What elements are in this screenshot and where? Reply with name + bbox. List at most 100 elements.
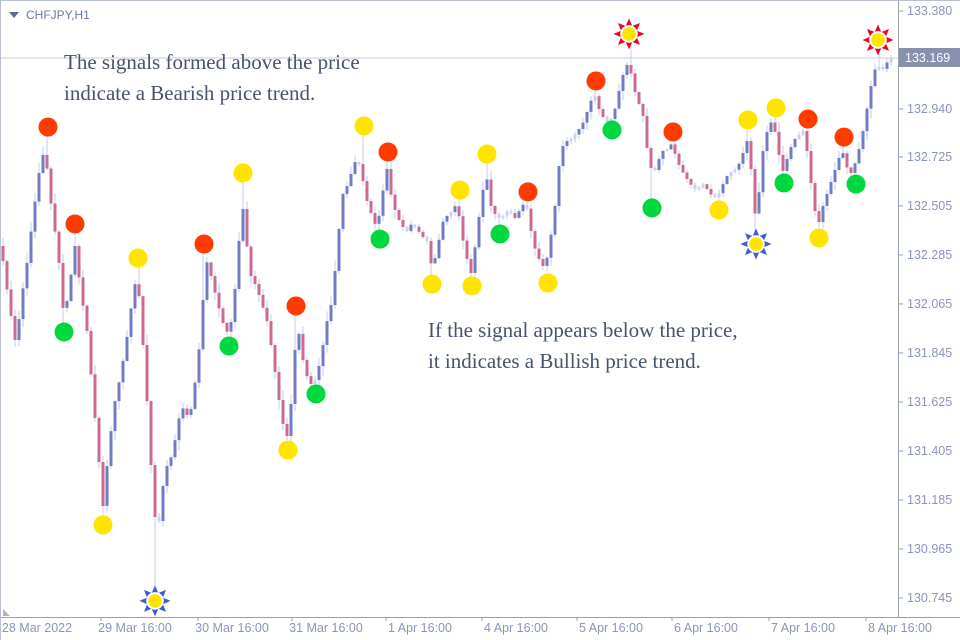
candle <box>661 150 665 159</box>
candle <box>157 517 161 522</box>
candle <box>253 276 257 284</box>
candle <box>389 168 393 195</box>
candle <box>773 122 777 132</box>
time-axis[interactable] <box>1 617 960 640</box>
candle <box>709 188 713 195</box>
candle <box>69 274 73 302</box>
candle <box>477 216 481 248</box>
candle <box>357 161 361 165</box>
candle <box>329 305 333 322</box>
candle <box>225 322 229 332</box>
signal-dot-green <box>490 224 510 244</box>
time-tick-label: 30 Mar 16:00 <box>195 621 269 635</box>
price-axis[interactable] <box>898 1 960 617</box>
candle <box>53 203 57 232</box>
candle <box>613 108 617 120</box>
candle <box>353 161 357 174</box>
candle <box>669 144 673 150</box>
candle <box>401 219 405 227</box>
signal-dot-red <box>834 127 854 147</box>
candle <box>437 239 441 259</box>
signal-dot-green <box>774 173 794 193</box>
candle <box>265 307 269 322</box>
candle <box>149 401 153 466</box>
bullish-annotation: If the signal appears below the price, i… <box>428 315 738 377</box>
candle <box>369 201 373 213</box>
candle <box>557 166 561 206</box>
candle <box>233 289 237 323</box>
candle <box>229 322 233 332</box>
candle <box>505 211 509 216</box>
candle <box>365 181 369 202</box>
candle <box>645 115 649 149</box>
candle <box>513 213 517 218</box>
signal-dot-yellow <box>233 163 253 183</box>
candle <box>525 204 529 209</box>
candle <box>29 231 33 263</box>
candle <box>425 236 429 241</box>
bullish-annotation-line1: If the signal appears below the price, <box>428 318 738 342</box>
candle <box>801 131 805 135</box>
candle <box>201 299 205 350</box>
candle <box>649 148 653 169</box>
candle <box>133 284 137 309</box>
price-tick-label: 130.965 <box>907 542 952 556</box>
candle <box>341 193 345 229</box>
signal-dot-yellow <box>278 440 298 460</box>
candle <box>121 360 125 383</box>
signal-dot-yellow <box>477 144 497 164</box>
price-tick-label: 131.185 <box>907 493 952 507</box>
candle <box>317 366 321 381</box>
scroll-corner-icon[interactable] <box>3 609 10 616</box>
candle <box>721 184 725 194</box>
candle <box>385 168 389 191</box>
candle <box>413 224 417 227</box>
candle <box>677 153 681 165</box>
candle <box>813 183 817 212</box>
candle <box>877 66 881 70</box>
candle <box>337 228 341 271</box>
candle <box>817 211 821 222</box>
candle <box>449 212 453 216</box>
symbol-period-label[interactable]: CHFJPY,H1 <box>9 8 90 22</box>
candle <box>117 382 121 402</box>
candle <box>605 117 609 122</box>
signal-dot-red <box>378 142 398 162</box>
candle <box>797 134 801 140</box>
candle <box>193 382 197 409</box>
candle <box>561 146 565 167</box>
candle <box>105 466 109 506</box>
candle <box>21 288 25 320</box>
price-tick-label: 132.940 <box>907 102 952 116</box>
signal-dot-yellow <box>738 110 758 130</box>
candle <box>9 289 13 316</box>
candle <box>805 131 809 152</box>
signal-dot-green <box>846 174 866 194</box>
candle <box>465 240 469 259</box>
symbol-dropdown-icon[interactable] <box>9 12 19 18</box>
candle <box>309 376 313 384</box>
candle <box>621 74 625 91</box>
candle <box>209 262 213 277</box>
candle <box>377 215 381 224</box>
candle <box>725 176 729 185</box>
time-tick-label: 28 Mar 2022 <box>2 621 72 635</box>
candle <box>289 403 293 437</box>
candle <box>281 399 285 424</box>
candle <box>729 171 733 177</box>
price-tick-label: 132.725 <box>907 150 952 164</box>
signal-dot-green <box>306 384 326 404</box>
candle <box>865 108 869 132</box>
candle <box>545 257 549 266</box>
candle <box>237 240 241 290</box>
candle <box>57 231 61 263</box>
candle <box>701 184 705 188</box>
time-tick-label: 1 Apr 16:00 <box>388 621 452 635</box>
candle <box>841 153 845 158</box>
candle <box>765 132 769 152</box>
candle <box>277 371 281 400</box>
signal-dot-red <box>798 109 818 129</box>
candle <box>777 131 781 155</box>
price-tick-label: 131.845 <box>907 346 952 360</box>
